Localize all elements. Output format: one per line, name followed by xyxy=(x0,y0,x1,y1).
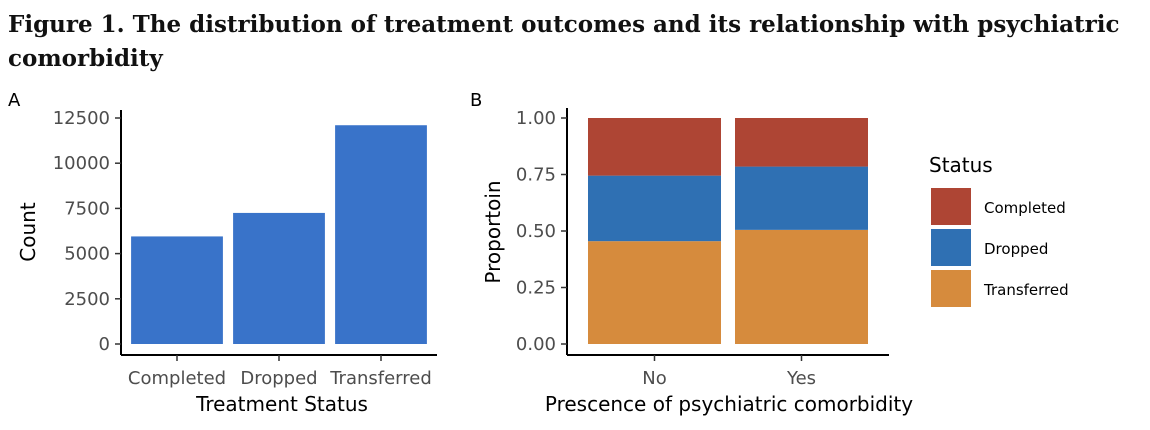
y-tick-label: 0.75 xyxy=(516,165,556,186)
legend-key-dropped xyxy=(931,229,971,266)
bar-segment-no-transferred xyxy=(588,241,721,344)
figure-title: Figure 1. The distribution of treatment … xyxy=(8,11,1120,72)
bar-segment-no-completed xyxy=(588,118,721,176)
y-tick-label: 0 xyxy=(99,334,110,355)
y-tick-label: 5000 xyxy=(64,244,110,265)
y-tick-label: 0.00 xyxy=(516,334,556,355)
legend-title: Status xyxy=(929,153,993,177)
y-tick-label: 10000 xyxy=(53,153,110,174)
y-axis-title: Count xyxy=(16,202,40,262)
x-tick-label: No xyxy=(642,368,666,389)
panel-b-tag: B xyxy=(470,90,482,111)
x-axis-title: Treatment Status xyxy=(195,392,368,416)
x-tick-label: Completed xyxy=(128,368,226,389)
x-tick-label: Yes xyxy=(786,368,816,389)
legend-label-dropped: Dropped xyxy=(984,240,1048,258)
y-tick-label: 12500 xyxy=(53,108,110,129)
y-tick-label: 2500 xyxy=(64,289,110,310)
x-tick-label: Dropped xyxy=(240,368,317,389)
bar-segment-yes-completed xyxy=(735,118,868,167)
x-tick-label: Transferred xyxy=(329,368,432,389)
legend-key-completed xyxy=(931,188,971,225)
bar-segment-yes-dropped xyxy=(735,166,868,230)
bar-segment-no-dropped xyxy=(588,175,721,242)
y-tick-label: 0.25 xyxy=(516,278,556,299)
bar-dropped xyxy=(233,212,325,344)
bar-segment-yes-transferred xyxy=(735,229,868,344)
panel-a-tag: A xyxy=(8,90,21,111)
legend-key-transferred xyxy=(931,270,971,307)
y-tick-label: 1.00 xyxy=(516,108,556,129)
bar-transferred xyxy=(335,125,427,345)
panel-b-proportion-chart: B 0.00 0.25 0.50 0.75 1.00 No Yes Prescence of p… xyxy=(470,90,913,416)
y-axis-title: Proportoin xyxy=(481,180,505,283)
y-tick-label: 0.50 xyxy=(516,221,556,242)
legend-label-completed: Completed xyxy=(984,199,1066,217)
y-tick-label: 7500 xyxy=(64,198,110,219)
legend-label-transferred: Transferred xyxy=(983,281,1069,299)
legend: Status Completed Dropped Transferred xyxy=(929,153,1069,307)
x-axis-title: Prescence of psychiatric comorbidity xyxy=(545,392,913,416)
bar-completed xyxy=(131,236,223,344)
panel-a-count-chart: A 0 2500 5000 7500 10000 12500 Completed Dropped… xyxy=(8,90,437,416)
